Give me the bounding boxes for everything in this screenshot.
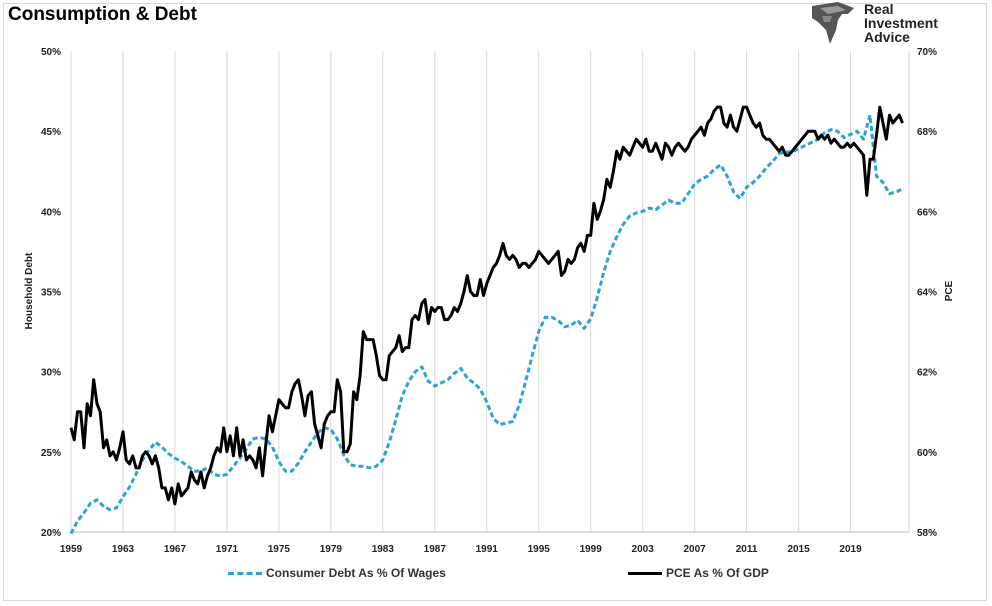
logo-text: Real Investment Advice — [864, 2, 938, 44]
logo-line-2: Investment — [864, 15, 938, 31]
page-title: Consumption & Debt — [8, 4, 197, 25]
left-tick-label: 40% — [41, 207, 61, 218]
x-tick-label: 2007 — [684, 544, 707, 555]
legend-label-debt: Consumer Debt As % Of Wages — [266, 566, 446, 580]
right-tick-label: 68% — [917, 127, 937, 138]
x-tick-label: 1971 — [216, 544, 239, 555]
right-axis-title: PCE — [944, 280, 955, 301]
left-tick-label: 20% — [41, 528, 61, 539]
right-tick-label: 64% — [917, 288, 937, 299]
x-tick-label: 1975 — [268, 544, 291, 555]
x-tick-label: 1983 — [372, 544, 395, 555]
x-tick-label: 1963 — [112, 544, 135, 555]
left-tick-label: 50% — [41, 47, 61, 58]
logo-line-1: Real — [864, 1, 894, 17]
left-tick-label: 45% — [41, 127, 61, 138]
series-lines — [69, 105, 904, 535]
right-tick-label: 60% — [917, 448, 937, 459]
eagle-head-icon — [812, 2, 854, 44]
grid-lines — [70, 51, 910, 533]
right-tick-label: 62% — [917, 368, 937, 379]
right-tick-label: 66% — [917, 207, 937, 218]
left-axis-title: Household Debt — [24, 252, 35, 329]
x-tick-label: 1987 — [424, 544, 447, 555]
left-tick-label: 25% — [41, 448, 61, 459]
x-tick-label: 1995 — [528, 544, 551, 555]
series-line-pce — [69, 105, 904, 506]
x-tick-label: 2011 — [736, 544, 758, 555]
tick-labels: 1959 1963 1967 1971 1975 1979 1983 1987 1991 1995… — [41, 47, 937, 555]
left-tick-label: 35% — [41, 288, 61, 299]
legend-item-debt: Consumer Debt As % Of Wages — [228, 566, 446, 580]
legend-item-pce: PCE As % Of GDP — [628, 566, 769, 580]
x-tick-label: 1959 — [60, 544, 83, 555]
right-tick-label: 70% — [917, 47, 937, 58]
x-tick-label: 1979 — [320, 544, 343, 555]
brand-logo: Real Investment Advice — [808, 0, 958, 48]
chart-frame — [3, 3, 987, 601]
x-tick-label: 2015 — [787, 544, 810, 555]
left-tick-label: 30% — [41, 368, 61, 379]
legend-swatch-debt — [228, 571, 262, 575]
x-tick-label: 2003 — [632, 544, 655, 555]
x-tick-label: 1999 — [580, 544, 603, 555]
logo-line-3: Advice — [864, 29, 910, 45]
legend-label-pce: PCE As % Of GDP — [666, 566, 769, 580]
legend-swatch-pce — [628, 571, 662, 575]
x-tick-label: 1991 — [476, 544, 499, 555]
x-tick-label: 1967 — [164, 544, 187, 555]
x-tick-label: 2019 — [839, 544, 862, 555]
right-tick-label: 58% — [917, 528, 937, 539]
